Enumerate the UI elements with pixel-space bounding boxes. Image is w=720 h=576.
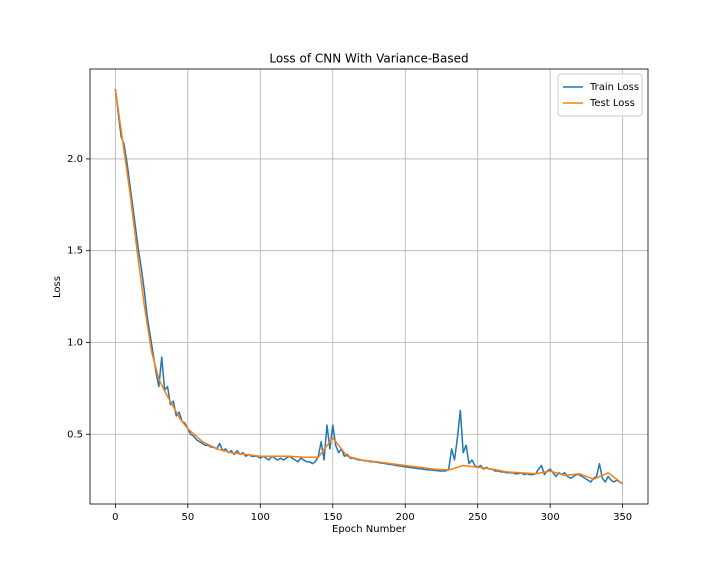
legend-label: Train Loss (589, 82, 639, 93)
x-tick-label: 100 (251, 512, 270, 523)
x-tick-label: 50 (181, 512, 194, 523)
x-tick-label: 200 (396, 512, 415, 523)
y-tick-label: 1.5 (67, 246, 83, 257)
x-tick-label: 250 (468, 512, 487, 523)
y-tick-label: 1.0 (67, 337, 83, 348)
y-tick-label: 0.5 (67, 429, 83, 440)
chart-title: Loss of CNN With Variance-Based (269, 52, 468, 66)
x-tick-label: 300 (541, 512, 560, 523)
x-tick-label: 150 (323, 512, 342, 523)
x-tick-label: 0 (112, 512, 118, 523)
y-axis-label: Loss (52, 276, 63, 298)
plot-frame (89, 68, 649, 505)
legend-box (557, 73, 643, 117)
x-tick-label: 350 (613, 512, 632, 523)
x-axis-label: Epoch Number (332, 524, 407, 535)
y-tick-label: 2.0 (67, 154, 83, 165)
series-line (114, 89, 624, 485)
legend-label: Test Loss (589, 98, 635, 109)
